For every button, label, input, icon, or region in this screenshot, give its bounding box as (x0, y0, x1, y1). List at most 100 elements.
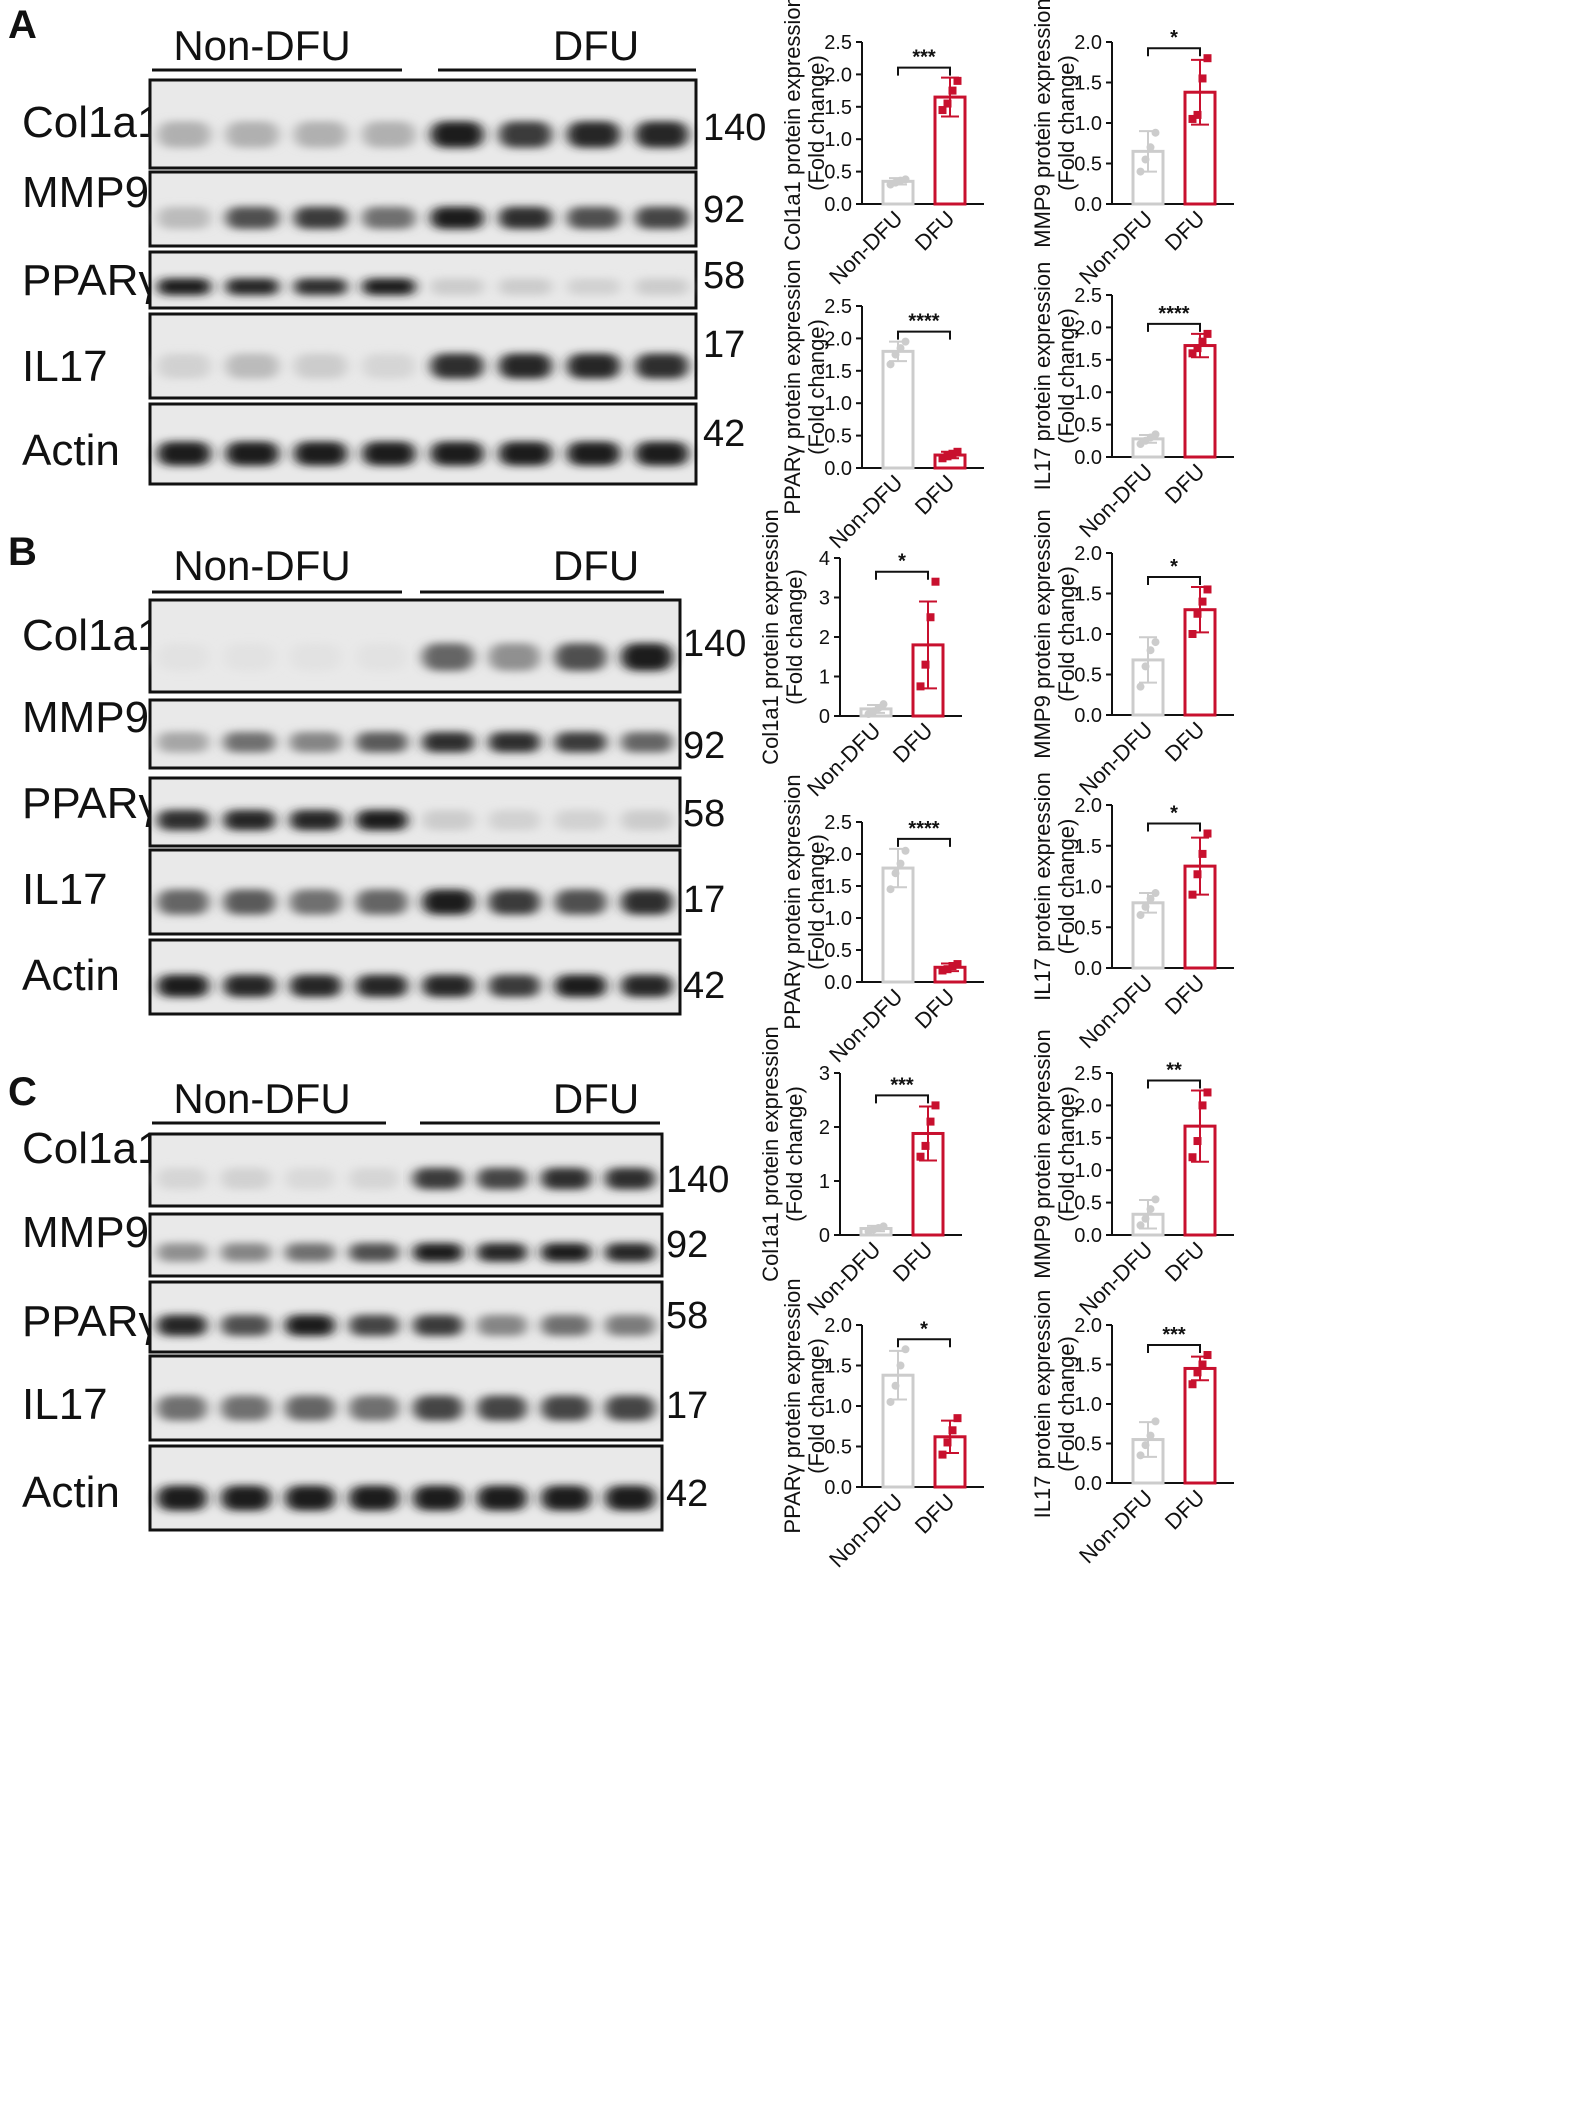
y-tick-label: 0.5 (1074, 665, 1102, 687)
blot-band (554, 974, 607, 997)
y-tick-label: 2.0 (824, 1315, 852, 1337)
bar-chart: 0.0 0.5 1.0 1.5 2.0 2.5 PPARγ protein expressi… (780, 259, 984, 553)
blot-band (567, 441, 621, 466)
data-point (901, 1345, 910, 1354)
blot-band (294, 441, 348, 466)
y-tick-label: 0.5 (1074, 917, 1102, 939)
y-tick-label: 0.0 (1074, 705, 1102, 727)
y-tick-label: 1.0 (824, 908, 852, 930)
blot-label: Actin (22, 426, 120, 475)
y-axis-label: (Fold change) (804, 55, 829, 191)
blot-label: Col1a1 (22, 98, 161, 147)
blot-band (221, 1395, 271, 1421)
group-label-dfu: DFU (553, 22, 639, 69)
blot-band (430, 441, 484, 466)
y-tick-label: 1.0 (824, 393, 852, 415)
data-point (948, 86, 957, 95)
y-axis-label: (Fold change) (1054, 819, 1079, 955)
data-point (1151, 430, 1160, 439)
data-point (901, 175, 910, 184)
blot-band (157, 441, 211, 466)
y-tick-label: 1 (819, 1171, 830, 1193)
y-tick-label: 2.0 (824, 64, 852, 86)
bar-chart: 0.0 0.5 1.0 1.5 2.0 MMP9 protein expression (F… (1030, 509, 1234, 800)
y-tick-label: 0.0 (1074, 447, 1102, 469)
blot-kda: 42 (683, 965, 725, 1007)
blot-band (349, 1314, 399, 1336)
y-tick-label: 0.0 (1074, 1225, 1102, 1247)
blot-band (223, 889, 276, 915)
blot-kda: 140 (666, 1159, 729, 1201)
bar (1183, 344, 1217, 459)
blot-band (285, 1243, 335, 1262)
data-point (1203, 329, 1212, 338)
y-tick-label: 1.0 (1074, 382, 1102, 404)
data-point (953, 960, 962, 969)
significance-bracket (1147, 1079, 1201, 1089)
y-tick-label: 0.5 (824, 940, 852, 962)
blot-band (225, 441, 279, 466)
blot-band (223, 809, 276, 831)
y-tick-label: 1.0 (1074, 113, 1102, 135)
blot-band (223, 643, 276, 671)
blot-band (488, 889, 541, 915)
data-point (1188, 630, 1197, 638)
x-tick-label: Non-DFU (1074, 206, 1157, 289)
y-tick-label: 2.0 (1074, 795, 1102, 817)
blot-band (157, 1395, 207, 1421)
significance-label: **** (1158, 303, 1189, 325)
data-point (953, 1414, 962, 1423)
y-tick-label: 1.5 (1074, 73, 1102, 95)
blot-band (554, 643, 607, 671)
y-tick-label: 0.5 (824, 162, 852, 184)
blot-band (422, 889, 474, 915)
data-point (931, 577, 940, 586)
blot-kda: 17 (703, 324, 745, 366)
y-axis-label: PPARγ protein expression (780, 1278, 805, 1533)
y-axis-label: (Fold change) (1054, 308, 1079, 444)
blot-band (635, 278, 689, 296)
blot-kda: 58 (703, 255, 745, 297)
blot-band (294, 278, 348, 296)
blot-band (413, 1167, 463, 1190)
x-tick-label: DFU (1160, 717, 1210, 767)
data-point (879, 1222, 888, 1231)
x-tick-label: Non-DFU (802, 718, 885, 801)
y-axis-label: IL17 protein expression (1030, 772, 1055, 1001)
blot-band (356, 731, 408, 753)
blot-band (422, 731, 474, 753)
y-axis-label: (Fold change) (804, 1338, 829, 1474)
blot-band (554, 731, 607, 753)
blot-band (488, 731, 541, 753)
blot-band (541, 1395, 591, 1421)
blot-label: IL17 (22, 865, 108, 914)
y-tick-label: 0.5 (1074, 415, 1102, 437)
y-tick-label: 1.5 (1074, 836, 1102, 858)
significance-bracket (875, 570, 929, 580)
data-point (1198, 337, 1207, 346)
blot-band (605, 1167, 655, 1190)
y-tick-label: 0.0 (1074, 958, 1102, 980)
significance-label: * (1170, 27, 1178, 49)
data-point (948, 1426, 957, 1435)
blot-band (621, 974, 673, 997)
blot-band (157, 731, 209, 753)
blot-band (498, 353, 552, 379)
bar-chart: 0.0 0.5 1.0 1.5 2.0 2.5 IL17 protein expressio… (1030, 262, 1234, 542)
y-axis-label: (Fold change) (1054, 55, 1079, 191)
blot-band (635, 353, 689, 379)
western-blots: A Non-DFU DFU Col1a1 140 MMP9 92 PPARγ 58 IL17 17 A… (8, 3, 766, 1532)
blot-band (477, 1314, 527, 1336)
data-point (1203, 1351, 1212, 1360)
blot-band (477, 1485, 527, 1511)
blot-band (285, 1314, 335, 1336)
y-tick-label: 2.0 (1074, 543, 1102, 565)
blot-band (430, 206, 484, 229)
blot-band (498, 206, 552, 229)
data-point (1203, 585, 1212, 594)
blot-band (225, 278, 279, 296)
y-axis-label: IL17 protein expression (1030, 262, 1055, 491)
blot-band (221, 1167, 271, 1190)
blot-band (621, 731, 673, 753)
significance-bracket (897, 1338, 951, 1348)
